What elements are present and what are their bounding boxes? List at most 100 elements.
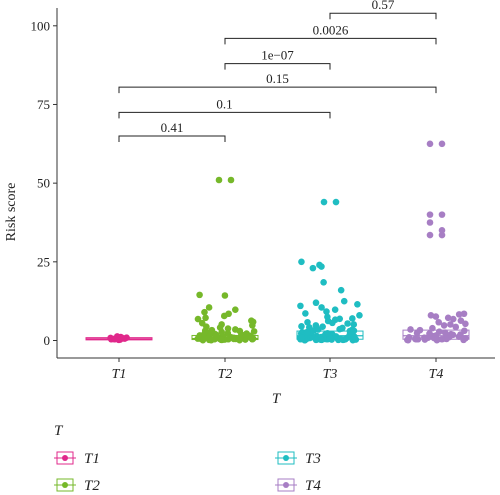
- data-point-t3: [309, 264, 317, 272]
- data-point-t3: [331, 306, 339, 313]
- comparison-pvalue: 0.0026: [313, 22, 349, 37]
- legend-label: T1: [84, 451, 100, 467]
- legend-title: T: [54, 423, 64, 439]
- legend-key-dot: [62, 455, 68, 461]
- data-point-t2: [221, 292, 229, 299]
- data-point-t2: [201, 308, 208, 316]
- data-point-t3: [340, 297, 348, 305]
- data-point-t4: [426, 219, 434, 226]
- data-point-t4: [438, 227, 446, 234]
- data-point-t3: [298, 258, 305, 266]
- y-tick-label: 75: [37, 97, 50, 112]
- data-point-t3: [336, 325, 343, 333]
- data-point-t3: [312, 299, 320, 307]
- data-point-t3: [318, 336, 325, 344]
- legend-key-dot: [283, 455, 289, 461]
- data-point-t1: [111, 335, 118, 343]
- data-point-t2: [202, 314, 209, 322]
- data-point-t3: [356, 312, 363, 319]
- data-point-t4: [457, 331, 464, 338]
- data-point-t3: [354, 301, 361, 308]
- data-point-t3: [324, 329, 331, 337]
- data-point-t4: [438, 140, 446, 148]
- data-point-t3: [318, 263, 325, 270]
- x-axis-title: T: [272, 391, 282, 407]
- comparison-pvalue: 0.1: [216, 96, 232, 111]
- data-point-t3: [350, 321, 358, 328]
- legend-label: T4: [305, 478, 321, 494]
- data-point-t3: [329, 319, 336, 327]
- data-point-t4: [407, 326, 414, 333]
- data-point-t4: [441, 329, 449, 336]
- data-point-t2: [250, 328, 258, 335]
- data-point-t4: [438, 335, 446, 343]
- legend-key-dot: [62, 482, 68, 488]
- data-point-t3: [302, 310, 309, 317]
- data-point-t3: [320, 198, 328, 206]
- comparison-pvalue: 0.15: [266, 71, 289, 86]
- data-point-t4: [426, 332, 433, 340]
- data-point-t4: [440, 322, 448, 329]
- y-axis-title: Risk score: [4, 183, 19, 242]
- legend-label: T2: [84, 478, 100, 494]
- data-point-t4: [460, 310, 468, 318]
- data-point-t4: [426, 140, 434, 148]
- data-point-t3: [297, 302, 304, 310]
- data-point-t4: [438, 231, 446, 239]
- data-point-t2: [247, 334, 254, 341]
- data-point-t4: [444, 314, 452, 322]
- data-point-t2: [230, 334, 237, 342]
- data-point-t2: [227, 176, 235, 184]
- data-point-t2: [194, 335, 202, 342]
- data-point-t3: [332, 198, 340, 206]
- data-point-t3: [312, 336, 320, 344]
- data-point-t2: [220, 312, 228, 320]
- data-point-t2: [218, 336, 225, 344]
- comparison-pvalue: 0.57: [372, 0, 395, 12]
- data-point-t2: [224, 335, 232, 343]
- data-point-t4: [416, 326, 424, 334]
- data-point-t4: [452, 323, 460, 331]
- data-point-t4: [429, 324, 436, 332]
- y-tick-label: 50: [37, 176, 50, 191]
- legend-key-dot: [283, 482, 289, 488]
- data-point-t2: [237, 333, 245, 341]
- data-point-t3: [304, 318, 311, 326]
- data-point-t3: [344, 320, 351, 327]
- legend-item-t2: T2: [54, 478, 100, 494]
- data-point-t3: [323, 308, 330, 315]
- comparison-pvalue: 1e−07: [261, 48, 294, 63]
- comparison-bracket: [118, 86, 437, 94]
- data-point-t4: [404, 336, 412, 344]
- data-point-t4: [455, 311, 463, 318]
- legend-item-t4: T4: [275, 478, 321, 494]
- data-point-t4: [414, 335, 422, 343]
- data-point-t4: [449, 315, 457, 323]
- legend-key-box: [56, 478, 74, 492]
- data-point-t2: [232, 306, 239, 313]
- comparison-pvalue: 0.41: [161, 120, 184, 135]
- data-point-t3: [298, 323, 305, 330]
- data-point-t2: [224, 325, 232, 332]
- data-point-t4: [426, 211, 434, 218]
- data-point-t3: [349, 315, 356, 322]
- data-point-t3: [303, 328, 311, 336]
- y-tick-label: 25: [37, 254, 50, 269]
- data-point-t3: [320, 278, 327, 286]
- data-point-t2: [215, 176, 223, 184]
- legend-key-box: [277, 451, 295, 465]
- data-point-t3: [337, 335, 344, 343]
- data-point-t2: [199, 336, 207, 344]
- data-point-t3: [318, 304, 325, 311]
- data-point-t2: [243, 330, 250, 337]
- x-tick-label-t3: T3: [323, 367, 338, 382]
- data-point-t4: [433, 336, 441, 344]
- x-tick-label-t4: T4: [429, 367, 444, 382]
- comparison-bracket: [224, 63, 331, 70]
- x-tick-label-t2: T2: [218, 367, 233, 382]
- data-point-t4: [421, 334, 428, 341]
- data-point-t2: [249, 322, 256, 329]
- data-point-t4: [438, 211, 446, 218]
- comparison-bracket: [329, 12, 437, 20]
